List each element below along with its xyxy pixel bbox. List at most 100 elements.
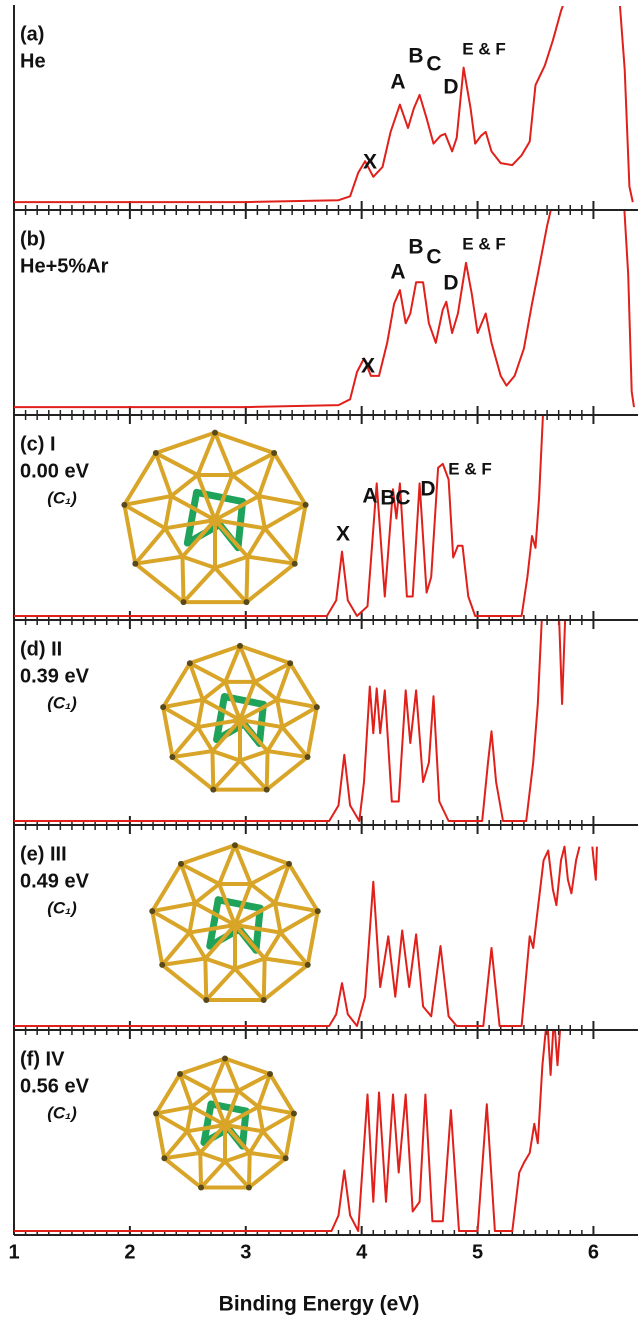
cluster-bond	[163, 707, 198, 727]
cluster-atom	[198, 1184, 204, 1190]
cluster-atom	[222, 1056, 228, 1062]
peak-label: C	[395, 487, 410, 510]
cluster-bond	[267, 751, 268, 790]
panel-label: (b)	[20, 228, 46, 250]
spectrum-line	[14, 402, 544, 617]
peak-label: B	[408, 236, 423, 259]
cluster-atom	[315, 908, 321, 914]
cluster-atom	[303, 502, 309, 508]
panel-label: 0.49 eV	[20, 870, 90, 892]
cluster-bond	[225, 1161, 249, 1187]
cluster-atom	[287, 660, 293, 666]
cluster-bond	[277, 700, 282, 727]
peak-label: E & F	[448, 459, 491, 478]
cluster-bond	[246, 557, 247, 602]
cluster-structure	[153, 1056, 297, 1191]
peak-label: X	[363, 151, 377, 174]
cluster-bond	[163, 663, 190, 707]
x-tick-label: 4	[356, 1241, 368, 1263]
cluster-bond	[290, 663, 317, 707]
cluster-bond	[259, 496, 306, 505]
cluster-bond	[295, 505, 306, 564]
cluster-bond	[187, 1107, 192, 1132]
peak-label: E & F	[462, 234, 505, 253]
cluster-bond	[213, 761, 240, 790]
cluster-atom	[149, 908, 155, 914]
panel-label: He+5%Ar	[20, 255, 109, 277]
cluster-atom	[153, 1110, 159, 1116]
cluster-atom	[314, 704, 320, 710]
figure: (a)HeXABCDE & F(b)He+5%ArXABCDE & F(c) I…	[0, 0, 638, 1324]
cluster-bond	[249, 1158, 286, 1187]
cluster-bond	[205, 958, 206, 1000]
cluster-atom	[305, 754, 311, 760]
cluster-bond	[198, 700, 203, 727]
cluster-atom	[187, 660, 193, 666]
panel-label: (C₁)	[47, 1103, 77, 1122]
cluster-bond	[190, 903, 195, 932]
cluster-bond	[201, 1161, 225, 1187]
cluster-bond	[232, 475, 259, 496]
cluster-bond	[184, 568, 215, 602]
cluster-bond	[124, 453, 155, 505]
cluster-bond	[267, 757, 308, 790]
cluster-atom	[246, 1184, 252, 1190]
cluster-atom	[261, 997, 267, 1003]
peak-label: D	[443, 76, 458, 99]
panel-label: (d) II	[20, 638, 62, 660]
cluster-bond	[124, 505, 135, 564]
cluster-bond	[268, 727, 283, 751]
cluster-atom	[121, 502, 127, 508]
cluster-atom	[232, 842, 238, 848]
peak-label: C	[426, 246, 441, 269]
cluster-bond	[258, 1107, 263, 1132]
cluster-bond	[249, 1153, 250, 1188]
cluster-bond	[164, 1158, 201, 1187]
cluster-atom	[305, 962, 311, 968]
cluster-atom	[178, 861, 184, 867]
cluster-bond	[250, 1131, 263, 1153]
cluster-atom	[203, 997, 209, 1003]
panel-label: 0.39 eV	[20, 665, 90, 687]
cluster-atom	[210, 787, 216, 793]
cluster-bond	[162, 965, 206, 1000]
cluster-bond	[286, 1113, 294, 1158]
panel-label: (c) I	[20, 433, 56, 455]
cluster-atom	[286, 861, 292, 867]
panel-label: (C₁)	[47, 488, 77, 507]
cluster-bond	[124, 505, 165, 528]
cluster-atom	[291, 1110, 297, 1116]
cluster-bond	[205, 958, 235, 968]
cluster-bond	[308, 911, 318, 965]
peak-label: C	[426, 53, 441, 76]
cluster-bond	[289, 864, 318, 911]
panel-label: (e) III	[20, 843, 67, 865]
cluster-bond	[238, 1091, 258, 1107]
cluster-bond	[212, 751, 240, 760]
spectrum-line	[14, 197, 634, 408]
cluster-atom	[160, 704, 166, 710]
cluster-atom	[169, 754, 175, 760]
cluster-bond	[259, 496, 265, 528]
cluster-atom	[267, 1071, 273, 1077]
cluster-atom	[264, 787, 270, 793]
cluster-atom	[153, 450, 159, 456]
spectrum-line	[14, 607, 566, 822]
cluster-atom	[292, 561, 298, 567]
cluster-bond	[190, 933, 206, 959]
peak-label: A	[390, 261, 405, 284]
cluster-bond	[182, 557, 215, 568]
cluster-bond	[240, 761, 267, 790]
cluster-bond	[135, 564, 183, 602]
x-tick-label: 1	[8, 1241, 19, 1263]
cluster-bond	[124, 496, 171, 505]
cluster-bond	[182, 557, 183, 602]
cluster-structure	[160, 643, 320, 793]
peak-label: A	[390, 71, 405, 94]
cluster-bond	[308, 707, 317, 757]
cluster-atom	[237, 643, 243, 649]
spectrum-line	[14, 847, 597, 1026]
cluster-bond	[265, 505, 306, 528]
x-axis-label: Binding Energy (eV)	[219, 1293, 420, 1316]
cluster-bond	[215, 568, 246, 602]
